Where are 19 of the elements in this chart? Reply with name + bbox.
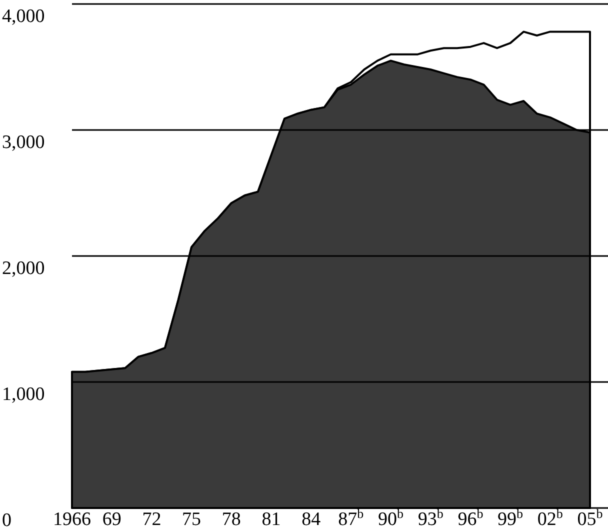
y-tick-label: 2,000 bbox=[2, 258, 45, 279]
x-tick-label: 87$^{b}$ bbox=[338, 506, 364, 530]
x-tick-label: 05$^{b}$ bbox=[577, 506, 603, 530]
x-tick-label: 72 bbox=[142, 509, 162, 530]
x-tick-label: 78 bbox=[222, 509, 241, 530]
x-tick-label: 1966 bbox=[53, 509, 91, 530]
x-tick-label: 75 bbox=[182, 509, 202, 530]
x-tick-label: 93$^{b}$ bbox=[418, 506, 444, 530]
x-tick-label: 02$^{b}$ bbox=[537, 506, 563, 530]
x-tick-label: 69 bbox=[102, 509, 122, 530]
x-tick-label: 81 bbox=[262, 509, 281, 530]
y-tick-label: 0 bbox=[2, 510, 12, 531]
x-tick-label: 90$^{b}$ bbox=[378, 506, 404, 530]
y-tick-label: 3,000 bbox=[2, 132, 45, 153]
x-tick-label: 84 bbox=[302, 509, 322, 530]
x-tick-label: 99$^{b}$ bbox=[498, 506, 524, 530]
y-tick-label: 4,000 bbox=[2, 6, 45, 27]
x-tick-label: 96$^{b}$ bbox=[458, 506, 484, 530]
y-tick-label: 1,000 bbox=[2, 384, 45, 405]
